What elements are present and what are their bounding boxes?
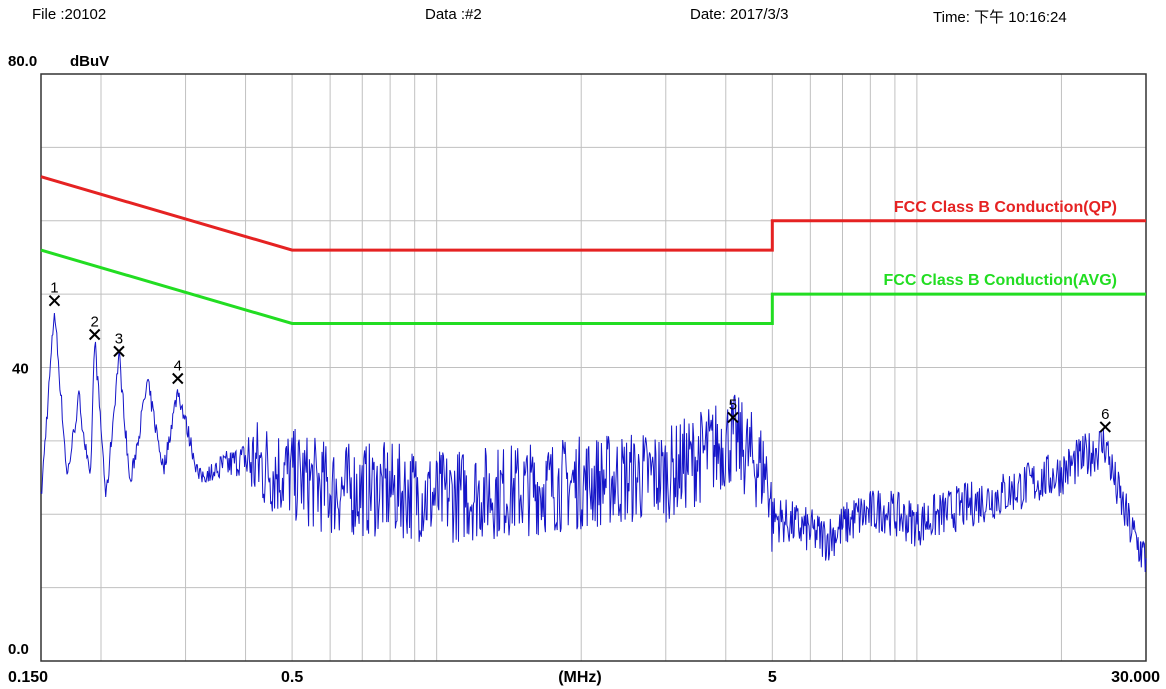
time-label: Time: 下午 10:16:24 [933, 9, 1067, 26]
peak-marker-label: 6 [1101, 406, 1109, 423]
qp-limit-line [40, 175, 1146, 252]
avg-limit-line [40, 248, 1146, 325]
x-tick-label: 30.000 [1111, 669, 1160, 686]
x-tick-label: 0.150 [8, 669, 48, 686]
measurement-trace [40, 313, 1147, 573]
date-label: Date: 2017/3/3 [690, 6, 789, 23]
x-tick-label: 0.5 [281, 669, 303, 686]
avg-limit-label: FCC Class B Conduction(AVG) [884, 272, 1117, 289]
peak-marker-x [88, 328, 101, 341]
y-axis-unit: dBuV [70, 53, 109, 70]
peak-marker-x [172, 372, 184, 385]
qp-limit-label: FCC Class B Conduction(QP) [894, 199, 1117, 216]
peak-marker-x [1099, 421, 1111, 433]
peak-marker-x [113, 345, 125, 358]
peak-marker-x [48, 295, 61, 307]
y-tick-label: 40 [12, 361, 29, 378]
file-label: File :20102 [32, 6, 107, 23]
peak-marker-label: 3 [115, 330, 123, 347]
x-tick-label: 5 [768, 669, 777, 686]
data-label: Data :#2 [425, 6, 482, 23]
y-tick-label: 80.0 [8, 53, 37, 70]
peak-marker-x [727, 411, 739, 424]
plot-frame [40, 73, 1147, 662]
peak-marker-label: 5 [729, 396, 737, 413]
peak-marker-label: 2 [90, 313, 98, 330]
peak-marker-label: 4 [174, 358, 182, 375]
y-tick-label: 0.0 [8, 641, 29, 658]
peak-marker-label: 1 [50, 280, 58, 297]
x-axis-unit: (MHz) [558, 669, 602, 686]
